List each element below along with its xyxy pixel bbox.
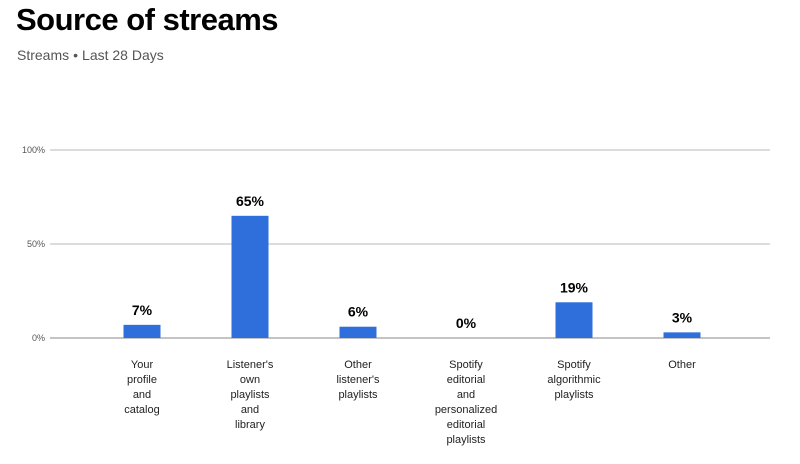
subtitle-metric: Streams [17,47,70,63]
y-tick-label: 0% [32,333,45,343]
bar-value-label: 3% [672,309,693,325]
x-category-label: Listener's own playlists and library [227,359,274,431]
chart-title: Source of streams [16,2,279,37]
bar [663,332,701,338]
chart-subtitle: Streams • Last 28 Days [17,47,164,63]
bar-value-label: 6% [348,304,369,320]
bar [123,324,161,338]
y-tick-label: 50% [27,239,45,249]
bar-value-label: 7% [132,302,153,318]
x-category-label: Other [668,359,696,371]
x-category-label: Spotify editorial and personalized editorial… [435,359,497,446]
subtitle-separator: • [73,47,79,63]
bar-value-label: 0% [456,315,477,331]
bar [555,302,593,338]
x-category-label: Other listener's playlists [336,359,380,401]
bar-value-label: 65% [236,193,265,209]
x-category-label: Spotify algorithmic playlists [547,359,601,401]
bar-value-label: 19% [560,279,589,295]
subtitle-period: Last 28 Days [82,47,164,63]
bar [231,215,269,338]
y-tick-label: 100% [22,145,45,155]
bar [339,326,377,338]
x-category-label: Your profile and catalog [124,359,159,416]
